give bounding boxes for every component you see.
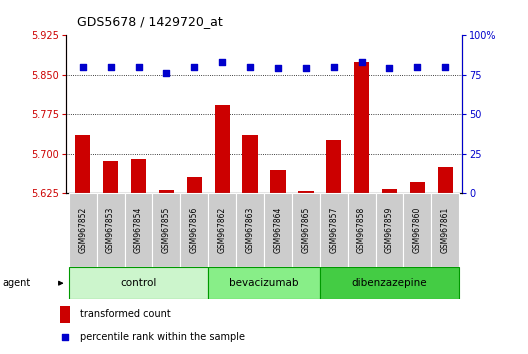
Bar <box>270 170 286 193</box>
Bar <box>382 189 397 193</box>
Text: GSM967860: GSM967860 <box>413 207 422 253</box>
Point <box>246 64 254 70</box>
FancyBboxPatch shape <box>320 267 459 299</box>
FancyBboxPatch shape <box>97 193 125 267</box>
Bar <box>75 135 90 193</box>
Text: control: control <box>120 278 157 288</box>
Text: GSM967853: GSM967853 <box>106 207 115 253</box>
Bar <box>298 192 314 193</box>
Text: GSM967855: GSM967855 <box>162 207 171 253</box>
FancyBboxPatch shape <box>208 267 320 299</box>
Bar <box>186 177 202 193</box>
Bar <box>410 182 425 193</box>
Text: GSM967852: GSM967852 <box>78 207 87 253</box>
FancyBboxPatch shape <box>236 193 264 267</box>
Bar <box>131 159 146 193</box>
Point <box>274 65 282 71</box>
FancyBboxPatch shape <box>69 267 208 299</box>
FancyBboxPatch shape <box>69 193 97 267</box>
FancyBboxPatch shape <box>431 193 459 267</box>
Point <box>413 64 421 70</box>
Bar <box>103 161 118 193</box>
FancyBboxPatch shape <box>292 193 320 267</box>
Text: transformed count: transformed count <box>80 309 171 319</box>
Text: GSM967864: GSM967864 <box>274 207 282 253</box>
Bar <box>214 105 230 193</box>
Text: GSM967854: GSM967854 <box>134 207 143 253</box>
Bar <box>438 167 453 193</box>
Point <box>162 70 171 76</box>
Text: GSM967856: GSM967856 <box>190 207 199 253</box>
Point <box>134 64 143 70</box>
Text: bevacizumab: bevacizumab <box>229 278 299 288</box>
Text: GDS5678 / 1429720_at: GDS5678 / 1429720_at <box>77 15 222 28</box>
Text: dibenzazepine: dibenzazepine <box>352 278 427 288</box>
Text: GSM967865: GSM967865 <box>301 207 310 253</box>
FancyBboxPatch shape <box>320 193 347 267</box>
Bar <box>60 306 70 323</box>
Point <box>190 64 199 70</box>
Bar <box>159 190 174 193</box>
FancyBboxPatch shape <box>403 193 431 267</box>
FancyBboxPatch shape <box>125 193 153 267</box>
FancyBboxPatch shape <box>264 193 292 267</box>
Text: percentile rank within the sample: percentile rank within the sample <box>80 332 245 342</box>
Point <box>79 64 87 70</box>
Text: GSM967863: GSM967863 <box>246 207 254 253</box>
Point <box>329 64 338 70</box>
FancyBboxPatch shape <box>375 193 403 267</box>
FancyBboxPatch shape <box>181 193 208 267</box>
Point <box>385 65 394 71</box>
Point <box>441 64 449 70</box>
Text: GSM967857: GSM967857 <box>329 207 338 253</box>
Point <box>301 65 310 71</box>
FancyBboxPatch shape <box>208 193 236 267</box>
Bar <box>326 141 342 193</box>
Text: GSM967861: GSM967861 <box>441 207 450 253</box>
Text: GSM967859: GSM967859 <box>385 207 394 253</box>
Point <box>61 334 69 339</box>
Point <box>357 59 366 65</box>
Point <box>107 64 115 70</box>
Text: agent: agent <box>3 278 31 288</box>
FancyBboxPatch shape <box>347 193 375 267</box>
Bar <box>354 62 369 193</box>
Text: GSM967862: GSM967862 <box>218 207 227 253</box>
Point <box>218 59 227 65</box>
Bar <box>242 135 258 193</box>
Text: GSM967858: GSM967858 <box>357 207 366 253</box>
FancyBboxPatch shape <box>153 193 181 267</box>
